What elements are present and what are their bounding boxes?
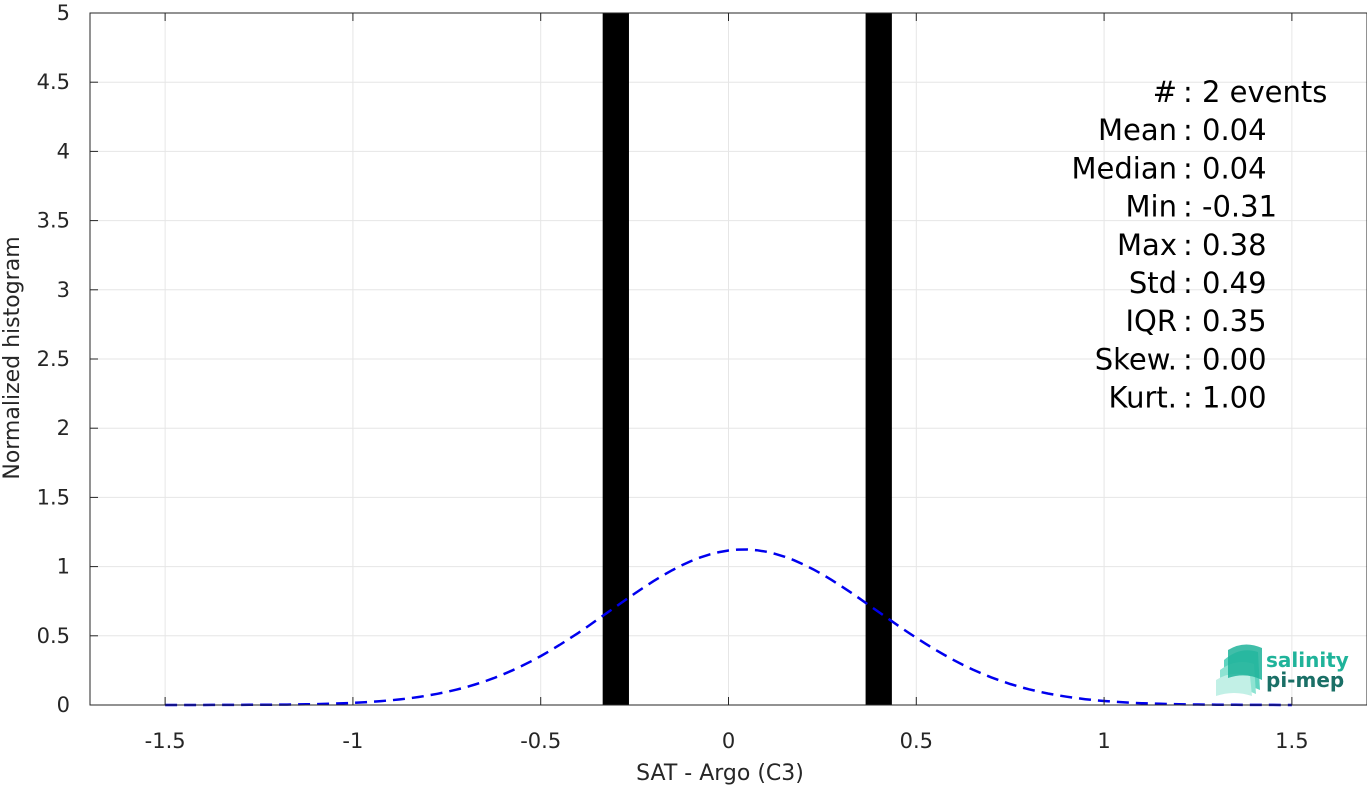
y-tick-label: 1.5 (37, 485, 70, 509)
y-tick-label: 4.5 (37, 70, 70, 94)
stat-label: Skew. (1095, 342, 1177, 376)
stat-value: : 0.00 (1183, 342, 1267, 376)
y-tick-label: 4 (57, 139, 70, 163)
stat-label: IQR (1125, 304, 1177, 338)
x-tick-label: -1 (342, 729, 363, 753)
x-tick-label: -0.5 (520, 729, 561, 753)
y-tick-label: 0 (57, 693, 70, 717)
stat-value: : 0.49 (1183, 266, 1267, 300)
stat-label: Min (1126, 190, 1177, 224)
stat-line: #: 2 events (1153, 75, 1328, 109)
stat-value: : 0.38 (1183, 228, 1267, 262)
stat-line: IQR: 0.35 (1125, 304, 1266, 338)
y-tick-labels: 0 0.5 1 1.5 2 2.5 3 3.5 4 4.5 5 (37, 1, 70, 717)
x-tick-labels: -1.5 -1 -0.5 0 0.5 1 1.5 (145, 729, 1309, 753)
y-tick-label: 2 (57, 416, 70, 440)
stat-value: : 0.04 (1183, 113, 1267, 147)
x-tick-label: 1 (1097, 729, 1110, 753)
x-tick-label: 1.5 (1275, 729, 1308, 753)
stat-value: : 0.35 (1183, 304, 1267, 338)
stat-line: Kurt.: 1.00 (1109, 381, 1267, 415)
x-tick-label: 0 (722, 729, 735, 753)
stat-value: : 0.04 (1183, 151, 1267, 185)
y-tick-label: 3.5 (37, 209, 70, 233)
stat-label: Median (1072, 151, 1177, 185)
wave-icon (1216, 644, 1262, 696)
histogram-bar (865, 13, 892, 705)
stat-line: Std: 0.49 (1129, 266, 1267, 300)
x-axis-title: SAT - Argo (C3) (636, 761, 804, 786)
stat-value: : 2 events (1183, 75, 1327, 109)
y-tick-label: 0.5 (37, 624, 70, 648)
stat-line: Min: -0.31 (1126, 190, 1278, 224)
stat-value: : 1.00 (1183, 381, 1267, 415)
logo-text-pimep: pi-mep (1266, 668, 1344, 692)
stat-label: Max (1117, 228, 1177, 262)
histogram-bar (602, 13, 629, 705)
ticks (90, 12, 1293, 706)
bars (602, 13, 892, 705)
y-tick-label: 3 (57, 278, 70, 302)
y-tick-label: 2.5 (37, 347, 70, 371)
stat-line: Median: 0.04 (1072, 151, 1267, 185)
logo-text-salinity: salinity (1266, 648, 1349, 672)
stat-label: Mean (1098, 113, 1177, 147)
y-tick-label: 1 (57, 555, 70, 579)
stat-label: Kurt. (1109, 381, 1177, 415)
stat-label: Std (1129, 266, 1177, 300)
y-tick-label: 5 (57, 1, 70, 25)
stat-line: Max: 0.38 (1117, 228, 1267, 262)
stat-value: : -0.31 (1183, 190, 1277, 224)
x-tick-label: -1.5 (145, 729, 186, 753)
stat-label: # (1153, 75, 1177, 109)
stat-line: Skew.: 0.00 (1095, 342, 1267, 376)
stat-line: Mean: 0.04 (1098, 113, 1267, 147)
y-axis-title: Normalized histogram (0, 236, 25, 479)
salinity-pi-mep-logo: salinity pi-mep (1216, 644, 1349, 696)
x-tick-label: 0.5 (900, 729, 933, 753)
